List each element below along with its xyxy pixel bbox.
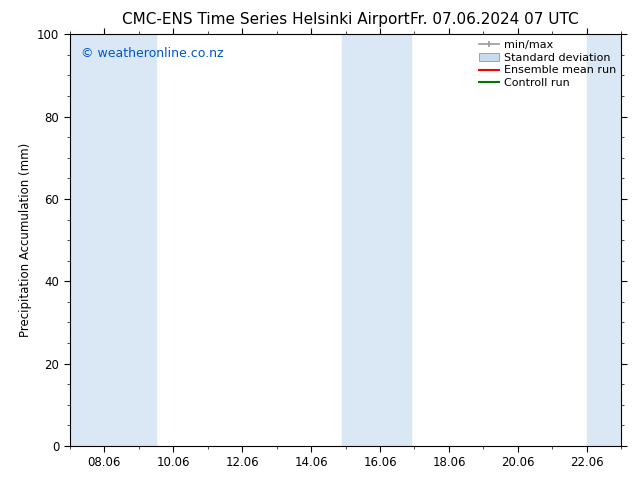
Text: Fr. 07.06.2024 07 UTC: Fr. 07.06.2024 07 UTC xyxy=(410,12,579,27)
Bar xyxy=(70,34,156,446)
Bar xyxy=(342,34,411,446)
Bar xyxy=(587,34,621,446)
Y-axis label: Precipitation Accumulation (mm): Precipitation Accumulation (mm) xyxy=(18,143,32,337)
Text: CMC-ENS Time Series Helsinki Airport: CMC-ENS Time Series Helsinki Airport xyxy=(122,12,410,27)
Legend: min/max, Standard deviation, Ensemble mean run, Controll run: min/max, Standard deviation, Ensemble me… xyxy=(477,38,618,91)
Text: © weatheronline.co.nz: © weatheronline.co.nz xyxy=(81,47,223,60)
